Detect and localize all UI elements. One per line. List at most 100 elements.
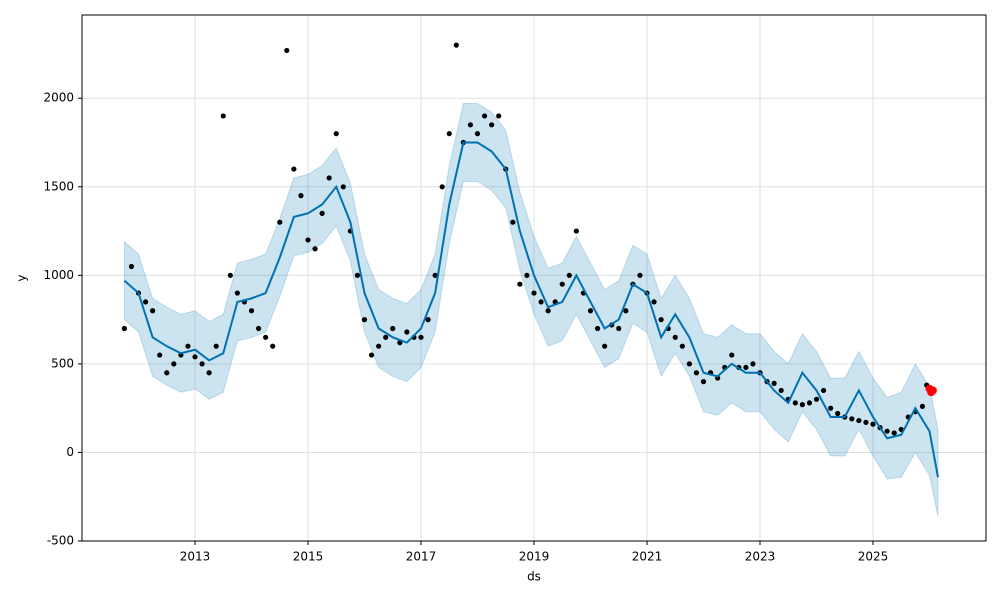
observed-point	[813, 396, 820, 402]
observed-point	[729, 352, 735, 358]
observed-point	[376, 343, 382, 349]
observed-point	[361, 317, 368, 323]
observed-point	[651, 299, 657, 305]
observed-point	[121, 325, 127, 332]
observed-point	[418, 334, 424, 340]
observed-point	[220, 113, 226, 119]
forecast-line	[123, 141, 939, 478]
observed-point	[333, 131, 339, 137]
observed-point	[142, 299, 149, 305]
observed-point	[164, 370, 170, 376]
observed-point	[312, 246, 318, 252]
observed-point	[616, 325, 622, 332]
observed-point	[263, 334, 269, 340]
observed-point	[806, 400, 813, 406]
observed-point	[489, 122, 495, 128]
observed-point	[171, 361, 177, 367]
observed-point	[446, 131, 452, 137]
observed-point	[255, 325, 262, 332]
observed-point	[284, 47, 290, 54]
x-tick-label: 2021	[632, 550, 663, 564]
observed-point	[481, 113, 488, 119]
x-axis-label: ds	[527, 570, 541, 584]
observed-point	[453, 42, 459, 48]
observed-point	[150, 308, 156, 314]
observed-point	[157, 352, 163, 358]
observed-point	[771, 380, 777, 386]
observed-point	[587, 308, 594, 314]
observed-point	[383, 334, 389, 340]
axes: 2013 2015 2017 2019 2021 2023 2025 -500 0 500 1000…	[43, 91, 888, 564]
observed-point	[270, 343, 276, 349]
observed-point	[326, 175, 332, 181]
observed-point	[467, 122, 474, 128]
y-tick-label: -500	[47, 534, 74, 548]
x-tick-label: 2013	[180, 550, 211, 564]
observed-point	[919, 403, 926, 410]
observed-point	[743, 364, 749, 371]
observed-point	[128, 263, 135, 270]
observed-point	[425, 317, 431, 323]
marks	[121, 42, 939, 517]
observed-point	[432, 272, 438, 278]
observed-point	[856, 417, 862, 424]
observed-point	[820, 387, 827, 394]
observed-point	[637, 272, 643, 278]
x-tick-label: 2017	[406, 550, 437, 564]
observed-point	[792, 400, 798, 406]
observed-point	[206, 370, 212, 376]
observed-point	[227, 272, 233, 278]
observed-point	[390, 325, 396, 332]
observed-point	[884, 428, 890, 434]
observed-point	[213, 343, 219, 349]
observed-point	[679, 343, 685, 349]
observed-point	[559, 281, 565, 287]
observed-point	[778, 387, 784, 394]
observed-point	[354, 272, 361, 278]
observed-point	[545, 308, 551, 314]
observed-point	[185, 343, 191, 349]
observed-point	[192, 354, 198, 360]
observed-point	[750, 361, 756, 367]
observed-point	[298, 193, 304, 199]
observed-point	[538, 299, 544, 305]
observed-point	[799, 402, 805, 408]
observed-point	[248, 308, 255, 314]
observed-point	[828, 405, 834, 411]
observed-point	[531, 290, 537, 296]
observed-point	[319, 210, 325, 216]
observed-point	[573, 228, 579, 234]
observed-point	[863, 419, 869, 425]
y-tick-label: 500	[51, 356, 74, 370]
observed-point	[835, 410, 841, 417]
observed-point	[566, 272, 572, 278]
observed-point	[693, 370, 700, 376]
observed-point	[594, 325, 601, 332]
y-axis-label: y	[15, 274, 29, 281]
observed-point	[623, 308, 629, 314]
observed-point	[602, 343, 608, 349]
observed-point	[524, 272, 530, 278]
x-tick-label: 2025	[858, 550, 889, 564]
observed-point	[891, 430, 897, 436]
x-tick-label: 2023	[745, 550, 776, 564]
observed-point	[496, 113, 502, 119]
observed-point	[849, 416, 855, 422]
observed-point	[517, 281, 523, 287]
uncertainty-band	[123, 103, 939, 517]
x-tick-label: 2019	[519, 550, 550, 564]
observed-point	[672, 334, 678, 340]
observed-point	[277, 219, 283, 225]
observed-point	[234, 290, 240, 296]
observed-point	[658, 317, 664, 323]
highlight-point	[928, 386, 937, 395]
observed-point	[474, 131, 481, 137]
observed-point	[439, 184, 445, 190]
observed-point	[686, 361, 692, 367]
y-tick-label: 2000	[43, 91, 74, 105]
observed-point	[291, 166, 297, 172]
observed-point	[340, 184, 346, 190]
observed-point	[305, 237, 311, 243]
y-tick-label: 1500	[43, 179, 74, 193]
